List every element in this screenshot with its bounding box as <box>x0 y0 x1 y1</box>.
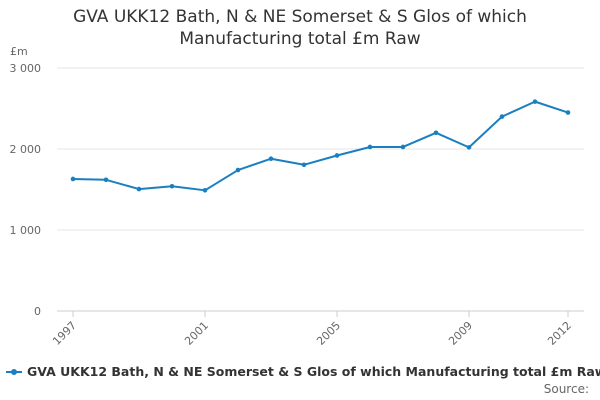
x-tick-label: 2009 <box>446 319 475 348</box>
data-point <box>202 188 208 193</box>
y-axis-label: £m <box>10 45 28 58</box>
series-line <box>72 100 569 192</box>
chart-title: GVA UKK12 Bath, N & NE Somerset & S Glos… <box>0 6 600 50</box>
y-tick-label: 3 000 <box>10 62 42 75</box>
x-tick-label: 1997 <box>50 319 79 348</box>
data-point <box>70 176 76 182</box>
data-point <box>466 145 472 150</box>
legend-series-label: GVA UKK12 Bath, N & NE Somerset & S Glos… <box>27 364 600 379</box>
source-label: Source: <box>543 382 589 396</box>
data-point <box>532 99 538 104</box>
data-point <box>565 110 571 115</box>
data-point <box>499 114 505 119</box>
legend-series-marker <box>6 368 22 375</box>
data-point <box>301 162 307 168</box>
x-tick-label: 2005 <box>314 319 343 348</box>
data-point <box>235 167 241 173</box>
data-point <box>103 177 109 183</box>
data-point <box>334 153 340 158</box>
data-point <box>268 156 274 162</box>
y-tick-label: 2 000 <box>10 143 42 156</box>
data-point <box>136 186 142 192</box>
y-tick-label: 1 000 <box>10 224 42 237</box>
y-tick-label: 0 <box>34 305 41 318</box>
data-point <box>400 144 406 150</box>
data-point <box>367 144 373 150</box>
x-tick-label: 2001 <box>182 319 211 348</box>
x-tick-label: 2012 <box>545 319 574 348</box>
data-point <box>169 183 175 189</box>
legend[interactable]: GVA UKK12 Bath, N & NE Somerset & S Glos… <box>6 364 600 379</box>
chart-title-line-2: Manufacturing total £m Raw <box>179 29 421 49</box>
chart-title-line-1: GVA UKK12 Bath, N & NE Somerset & S Glos… <box>73 7 527 27</box>
data-point <box>433 130 439 136</box>
